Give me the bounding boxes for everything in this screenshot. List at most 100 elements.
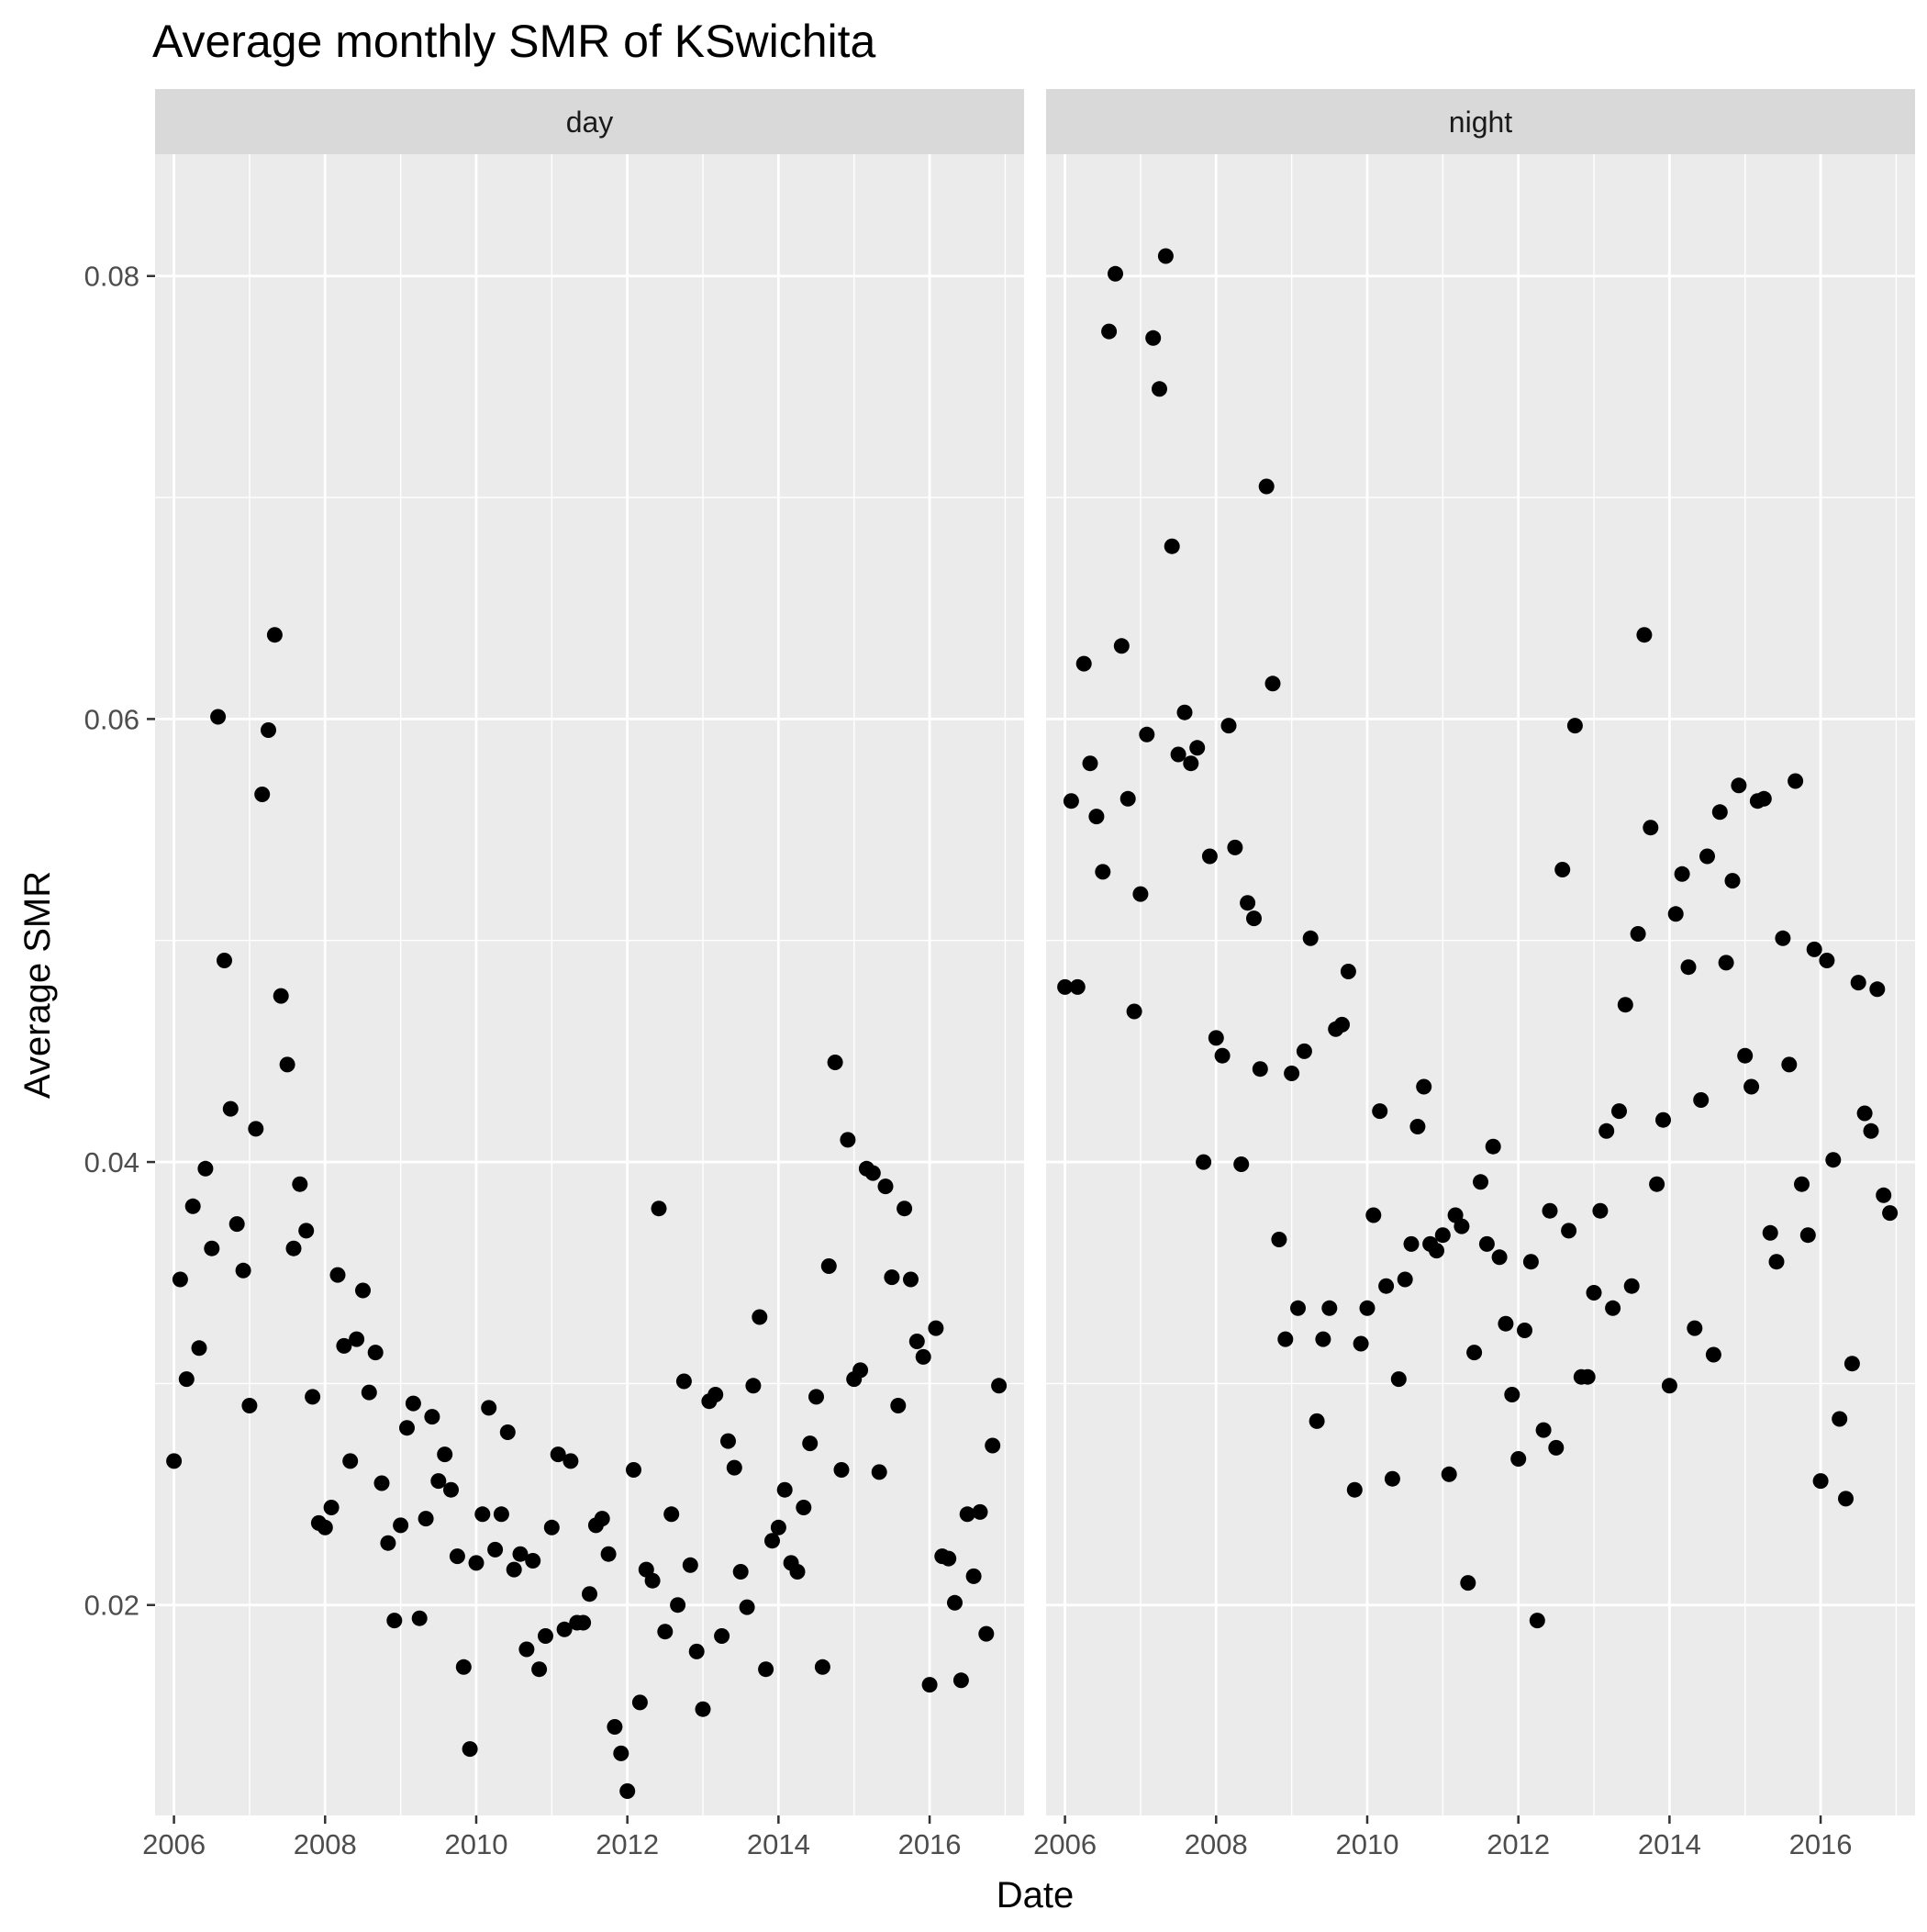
data-point-day (758, 1661, 774, 1678)
x-axis-title: Date (997, 1875, 1075, 1915)
data-point-day (222, 1100, 239, 1117)
x-tick-label: 2006 (142, 1828, 206, 1860)
data-point-night (1397, 1271, 1413, 1288)
data-point-day (474, 1506, 491, 1523)
data-point-night (1661, 1378, 1677, 1394)
data-point-night (1643, 820, 1659, 836)
data-point-night (1882, 1205, 1899, 1222)
points-night (1057, 248, 1899, 1629)
data-point-night (1876, 1187, 1892, 1203)
data-point-day (204, 1240, 220, 1256)
data-point-day (833, 1462, 850, 1478)
y-axis: 0.02 0.04 0.06 0.08 (84, 261, 155, 1622)
data-point-night (1636, 627, 1653, 643)
data-point-night (1088, 809, 1105, 825)
data-point-night (1529, 1613, 1545, 1629)
data-point-night (1220, 718, 1237, 734)
data-point-day (789, 1564, 806, 1580)
x-tick-label: 2010 (1335, 1828, 1398, 1860)
data-point-day (556, 1621, 573, 1637)
data-point-day (776, 1481, 793, 1498)
data-point-day (707, 1387, 724, 1402)
data-point-day (367, 1345, 384, 1361)
data-point-night (1334, 1016, 1350, 1033)
panel-day: day (155, 89, 1024, 1815)
data-point-day (739, 1599, 755, 1615)
data-point-night (1196, 1154, 1212, 1170)
data-point-night (1170, 746, 1186, 763)
data-point-night (1284, 1066, 1300, 1081)
data-point-day (493, 1506, 509, 1523)
data-point-day (393, 1517, 409, 1534)
x-axis-day: 2006 2008 2010 2012 2014 2016 (142, 1815, 962, 1860)
data-point-night (1346, 1481, 1363, 1498)
data-point-night (1655, 1111, 1671, 1128)
data-point-night (1705, 1346, 1721, 1363)
data-point-day (386, 1613, 403, 1629)
data-point-day (462, 1741, 478, 1758)
data-point-night (1321, 1300, 1338, 1316)
y-tick-label: 0.06 (84, 703, 139, 735)
data-point-night (1478, 1235, 1495, 1252)
data-point-night (1246, 910, 1262, 927)
data-point-day (273, 988, 289, 1004)
data-point-day (714, 1628, 730, 1644)
data-point-day (399, 1420, 415, 1436)
gridlines-day (155, 154, 1024, 1815)
data-point-day (663, 1506, 680, 1523)
data-point-night (1838, 1491, 1854, 1507)
data-point-night (1617, 997, 1633, 1013)
data-point-night (1504, 1387, 1520, 1402)
data-point-night (1832, 1411, 1848, 1427)
data-point-night (1353, 1335, 1369, 1352)
data-point-night (1611, 1103, 1627, 1120)
data-point-night (1460, 1575, 1476, 1591)
data-point-night (1731, 777, 1747, 794)
data-point-night (1145, 329, 1162, 346)
data-point-day (518, 1641, 535, 1658)
data-point-day (764, 1533, 780, 1549)
data-point-night (1126, 1003, 1142, 1020)
data-point-day (941, 1550, 957, 1567)
data-point-day (543, 1519, 560, 1536)
data-point-night (1372, 1103, 1388, 1120)
data-point-day (871, 1464, 887, 1480)
data-point-night (1252, 1061, 1268, 1078)
data-point-day (455, 1658, 472, 1675)
data-point-day (928, 1320, 944, 1336)
x-tick-label: 2014 (1638, 1828, 1701, 1860)
data-point-night (1869, 981, 1886, 998)
data-point-night (1561, 1223, 1577, 1239)
data-point-day (248, 1121, 264, 1137)
data-point-night (1548, 1439, 1565, 1456)
data-point-day (254, 787, 271, 802)
data-point-day (915, 1348, 931, 1365)
data-point-day (241, 1398, 258, 1413)
data-point-night (1359, 1300, 1376, 1316)
data-point-night (1566, 718, 1583, 734)
data-point-day (952, 1672, 969, 1689)
data-point-day (657, 1624, 674, 1640)
data-point-day (430, 1473, 447, 1490)
data-point-day (506, 1561, 522, 1578)
data-point-day (864, 1165, 881, 1181)
data-point-day (720, 1433, 736, 1449)
data-point-night (1630, 926, 1646, 942)
data-point-night (1416, 1078, 1432, 1095)
data-point-night (1264, 676, 1281, 692)
data-point-day (631, 1694, 648, 1711)
data-point-day (575, 1614, 592, 1631)
data-point-day (903, 1271, 919, 1288)
data-point-day (582, 1586, 597, 1603)
data-point-day (802, 1435, 819, 1452)
data-point-night (1189, 740, 1206, 756)
data-point-day (670, 1597, 686, 1614)
data-point-day (985, 1437, 1001, 1454)
data-point-night (1781, 1056, 1798, 1073)
gridlines-night (1046, 154, 1915, 1815)
data-point-night (1309, 1413, 1325, 1429)
data-point-night (1390, 1371, 1407, 1388)
data-point-night (1227, 839, 1243, 855)
data-point-day (349, 1331, 365, 1347)
